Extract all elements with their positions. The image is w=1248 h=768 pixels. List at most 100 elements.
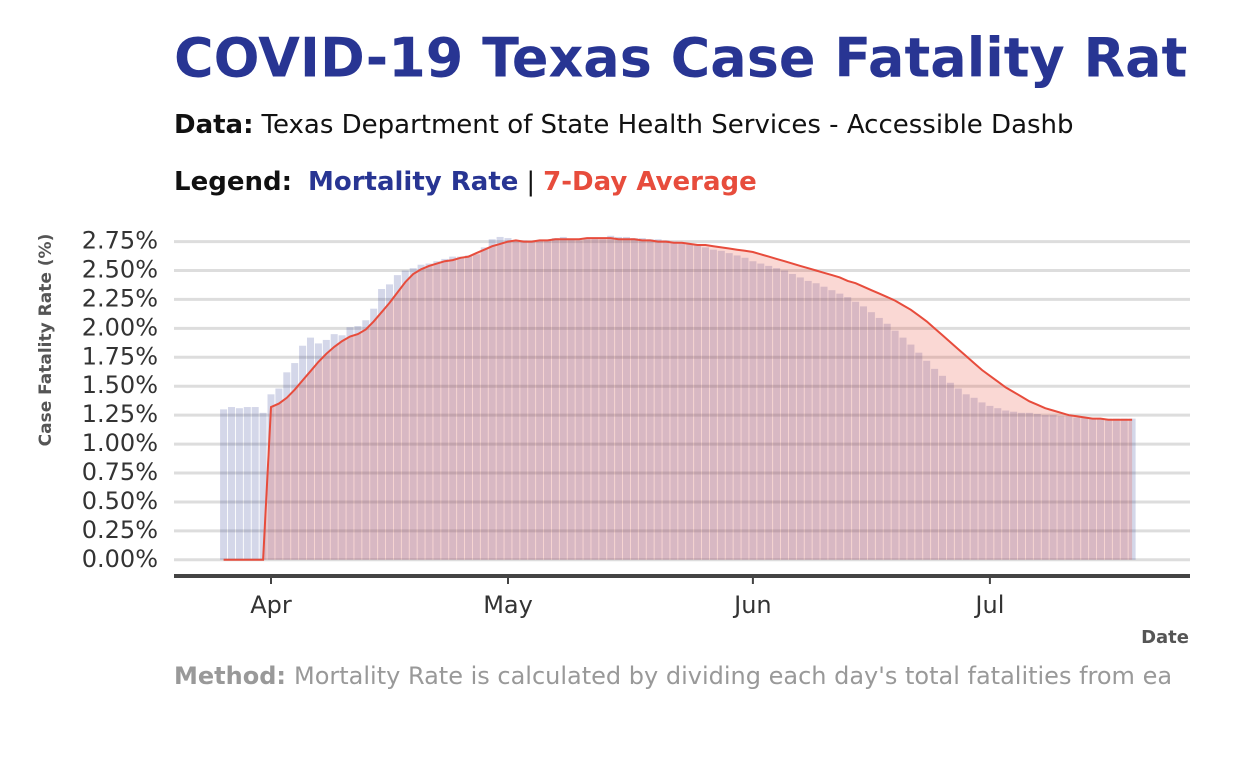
bar xyxy=(1049,415,1057,560)
bar xyxy=(362,320,370,560)
legend-label: Legend: xyxy=(174,167,292,197)
bar xyxy=(709,249,717,560)
y-tick-label: 2.25% xyxy=(82,284,158,312)
bar xyxy=(686,243,694,560)
bar xyxy=(465,255,472,560)
y-tick-label: 2.00% xyxy=(82,313,158,341)
x-tick-label: Jul xyxy=(973,591,1004,619)
bar xyxy=(528,241,536,560)
bar xyxy=(480,247,488,560)
bar xyxy=(931,368,939,560)
bar xyxy=(472,254,480,560)
bar xyxy=(583,238,591,560)
bar xyxy=(314,343,322,560)
bar xyxy=(844,297,852,560)
bar xyxy=(283,372,291,560)
bar xyxy=(449,256,457,560)
bar xyxy=(678,242,686,560)
bar xyxy=(662,240,670,560)
bar xyxy=(393,275,401,560)
bar xyxy=(623,236,630,560)
bar xyxy=(299,345,307,560)
subtitle-text: Texas Department of State Health Service… xyxy=(261,110,1074,140)
bar xyxy=(512,240,520,560)
bar xyxy=(757,263,765,560)
bar xyxy=(1097,418,1104,560)
bar xyxy=(338,335,346,560)
chart-title: COVID-19 Texas Case Fatality Rat xyxy=(174,27,1187,90)
bar xyxy=(267,394,275,560)
bar xyxy=(235,408,243,560)
method-note: Method: Mortality Rate is calculated by d… xyxy=(174,662,1172,690)
bar xyxy=(828,290,836,560)
bar xyxy=(875,317,883,560)
plot-area: 0.00%0.25%0.50%0.75%1.00%1.25%1.50%1.75%… xyxy=(82,227,1190,619)
bar xyxy=(330,334,338,560)
method-text: Mortality Rate is calculated by dividing… xyxy=(294,662,1172,690)
bar xyxy=(702,247,709,560)
x-tick-label: Jun xyxy=(732,591,772,619)
bar xyxy=(1128,418,1136,560)
bar xyxy=(867,312,875,560)
bar xyxy=(860,306,867,560)
bar xyxy=(670,241,678,560)
bar xyxy=(567,239,575,560)
bar xyxy=(804,280,812,560)
bar xyxy=(457,256,465,560)
bar xyxy=(939,375,946,560)
bar xyxy=(694,245,702,560)
bar xyxy=(1112,418,1120,560)
bar xyxy=(788,273,796,560)
y-tick-label: 1.00% xyxy=(82,429,158,457)
bar xyxy=(559,236,567,560)
bar xyxy=(243,407,251,560)
bar xyxy=(1033,413,1041,560)
bar xyxy=(551,238,559,560)
bar xyxy=(259,412,267,560)
bar xyxy=(504,238,512,560)
y-tick-label: 2.50% xyxy=(82,256,158,284)
bar xyxy=(441,258,449,560)
bar xyxy=(717,250,725,560)
bar xyxy=(488,239,496,560)
bar xyxy=(796,277,804,560)
bar xyxy=(946,382,954,560)
bar xyxy=(220,409,228,560)
bar xyxy=(1120,418,1128,560)
bar xyxy=(378,289,386,560)
bar xyxy=(1065,416,1073,560)
bar xyxy=(978,402,986,560)
bar xyxy=(615,236,623,560)
y-tick-label: 0.00% xyxy=(82,545,158,573)
bar xyxy=(749,261,757,560)
bar xyxy=(386,284,393,560)
bar xyxy=(1025,412,1033,560)
bar xyxy=(536,240,544,560)
bar xyxy=(1081,417,1089,560)
bar xyxy=(741,257,749,560)
bar xyxy=(899,337,907,560)
bar xyxy=(1002,410,1010,560)
method-label: Method: xyxy=(174,662,286,690)
bar xyxy=(907,344,915,560)
bar xyxy=(986,405,994,560)
bar xyxy=(773,268,781,560)
x-tick-label: May xyxy=(483,591,533,619)
bar xyxy=(354,326,362,560)
bar xyxy=(346,327,354,560)
legend-entry: 7-Day Average xyxy=(543,167,757,197)
bar xyxy=(994,408,1002,560)
bar xyxy=(630,238,638,560)
bar xyxy=(544,240,551,560)
bar xyxy=(307,337,314,560)
bar xyxy=(836,293,844,560)
bar xyxy=(496,236,504,560)
y-tick-label: 0.50% xyxy=(82,487,158,515)
bar xyxy=(638,238,646,560)
bar xyxy=(251,407,259,560)
bar xyxy=(1018,412,1025,560)
bar xyxy=(970,397,978,560)
bar xyxy=(765,265,773,560)
line-area xyxy=(223,238,1133,560)
